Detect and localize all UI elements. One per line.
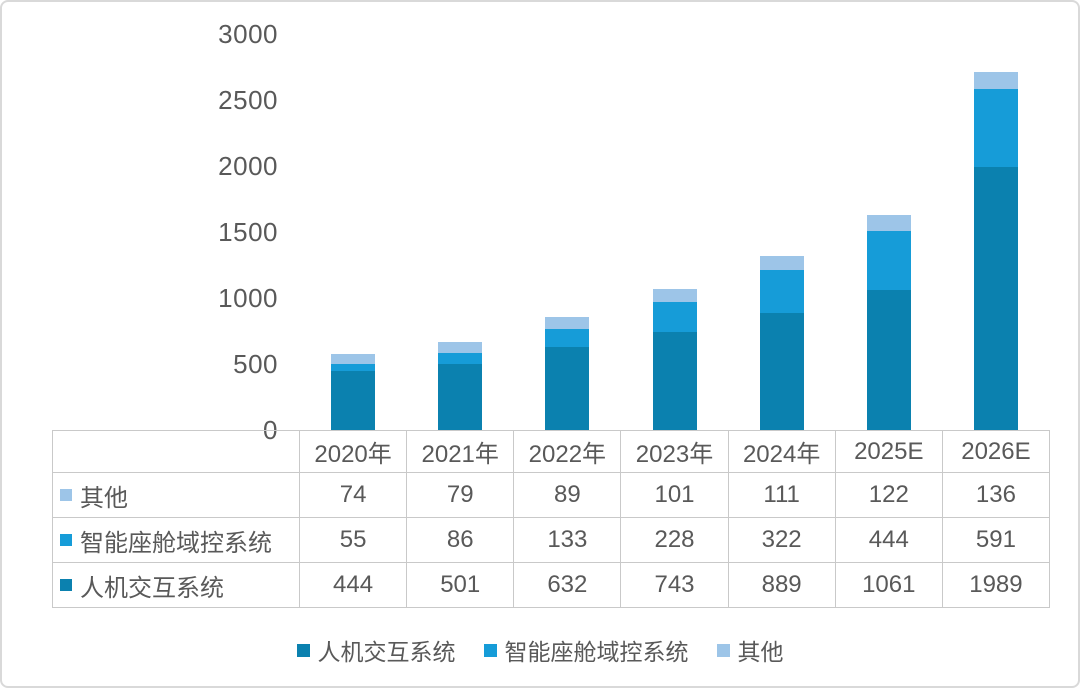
bar-segment-series-2 xyxy=(974,71,1019,90)
table-header-cell: 2026E xyxy=(941,430,1051,473)
bar-segment-series-1 xyxy=(437,352,482,364)
legend-key-icon xyxy=(60,534,72,546)
bar-segment-series-1 xyxy=(545,329,590,347)
y-axis-tick-label: 2000 xyxy=(218,151,278,181)
table-header-cell: 2023年 xyxy=(620,430,729,473)
table-row: 其他 74 79 89 101 111 122 136 xyxy=(52,472,1051,518)
legend-label: 其他 xyxy=(737,639,784,665)
table-value-cell: 55 xyxy=(298,517,408,563)
y-axis-tick-label: 2500 xyxy=(218,85,278,115)
table-value-cell: 133 xyxy=(513,517,622,563)
stacked-bar-col-1 xyxy=(437,342,482,430)
table-value-cell: 86 xyxy=(406,517,515,563)
legend-swatch-icon xyxy=(716,643,730,657)
table-value-cell: 591 xyxy=(941,517,1051,563)
bar-segment-series-0 xyxy=(759,312,804,430)
legend-item: 人机交互系统 xyxy=(296,633,456,667)
legend-label: 人机交互系统 xyxy=(317,639,456,665)
data-table: 2020年 2021年 2022年 2023年 2024年 2025E 2026E 其他 74… xyxy=(52,430,1051,608)
table-value-cell: 89 xyxy=(513,472,622,518)
table-header-cell: 2022年 xyxy=(513,430,622,473)
table-header-cell: 2024年 xyxy=(727,430,836,473)
table-value-cell: 228 xyxy=(620,517,729,563)
legend-swatch-icon xyxy=(483,643,497,657)
bar-segment-series-0 xyxy=(437,363,482,430)
table-value-cell: 1061 xyxy=(834,562,943,608)
table-value-cell: 101 xyxy=(620,472,729,518)
table-value-cell: 632 xyxy=(513,562,622,608)
series-name: 人机交互系统 xyxy=(80,574,224,602)
stacked-bar-col-5 xyxy=(867,215,912,430)
legend-label: 智能座舱域控系统 xyxy=(504,639,689,665)
table-header-row: 2020年 2021年 2022年 2023年 2024年 2025E 2026E xyxy=(52,430,1051,473)
bar-segment-series-1 xyxy=(974,89,1019,168)
bar-segment-series-0 xyxy=(867,289,912,430)
table-corner-cell xyxy=(52,430,300,473)
bar-segment-series-2 xyxy=(759,255,804,271)
bar-segment-series-2 xyxy=(437,342,482,353)
series-name: 其他 xyxy=(80,484,128,512)
table-header-cell: 2020年 xyxy=(298,430,408,473)
series-name: 智能座舱域控系统 xyxy=(80,529,272,557)
legend-item: 智能座舱域控系统 xyxy=(483,633,689,667)
y-axis-tick-label: 3000 xyxy=(218,19,278,49)
table-value-cell: 79 xyxy=(406,472,515,518)
table-body: 2020年 2021年 2022年 2023年 2024年 2025E 2026E 其他 74… xyxy=(52,430,1051,608)
stacked-bar-col-6 xyxy=(974,71,1019,431)
bar-segment-series-2 xyxy=(545,317,590,330)
table-value-cell: 444 xyxy=(298,562,408,608)
y-axis-tick-label: 1000 xyxy=(218,283,278,313)
table-value-cell: 1989 xyxy=(941,562,1051,608)
table-row-label: 其他 xyxy=(52,472,300,518)
stacked-bar-col-0 xyxy=(330,354,375,430)
table-row: 人机交互系统 444 501 632 743 889 1061 1989 xyxy=(52,562,1051,608)
table-row-label: 人机交互系统 xyxy=(52,562,300,608)
table-value-cell: 136 xyxy=(941,472,1051,518)
table-value-cell: 322 xyxy=(727,517,836,563)
table-header-cell: 2025E xyxy=(834,430,943,473)
table-value-cell: 444 xyxy=(834,517,943,563)
bar-segment-series-0 xyxy=(330,371,375,430)
bar-segment-series-1 xyxy=(330,364,375,372)
y-axis-tick-label: 1500 xyxy=(218,217,278,247)
table-value-cell: 122 xyxy=(834,472,943,518)
bar-segment-series-2 xyxy=(330,354,375,365)
stacked-bar-col-2 xyxy=(545,317,590,430)
table-row: 智能座舱域控系统 55 86 133 228 322 444 591 xyxy=(52,517,1051,563)
table-header-cell: 2021年 xyxy=(406,430,515,473)
legend-swatch-icon xyxy=(296,643,310,657)
stacked-bar-col-3 xyxy=(652,288,697,431)
legend-key-icon xyxy=(60,579,72,591)
plot-area xyxy=(299,34,1050,430)
bar-segment-series-2 xyxy=(652,288,697,302)
legend-item: 其他 xyxy=(716,633,784,667)
stacked-bar-col-4 xyxy=(759,255,804,431)
table-value-cell: 889 xyxy=(727,562,836,608)
bar-segment-series-1 xyxy=(759,270,804,313)
bar-segment-series-1 xyxy=(652,301,697,332)
table-row-label-wrap: 其他 xyxy=(54,478,299,513)
table-value-cell: 743 xyxy=(620,562,729,608)
table-value-cell: 111 xyxy=(727,472,836,518)
bar-segment-series-0 xyxy=(974,167,1019,430)
bar-segment-series-0 xyxy=(652,331,697,430)
table-value-cell: 501 xyxy=(406,562,515,608)
y-axis-tick-label: 500 xyxy=(233,349,278,379)
bar-segment-series-0 xyxy=(545,346,590,430)
table-row-label-wrap: 人机交互系统 xyxy=(54,568,299,603)
bar-segment-series-2 xyxy=(867,215,912,232)
y-axis: 0 500 1000 1500 2000 2500 3000 xyxy=(2,2,278,445)
legend-key-icon xyxy=(60,489,72,501)
chart-legend: 人机交互系统 智能座舱域控系统 其他 xyxy=(2,635,1078,665)
table-row-label-wrap: 智能座舱域控系统 xyxy=(54,523,299,558)
bar-segment-series-1 xyxy=(867,231,912,290)
table-value-cell: 74 xyxy=(298,472,408,518)
table-row-label: 智能座舱域控系统 xyxy=(52,517,300,563)
